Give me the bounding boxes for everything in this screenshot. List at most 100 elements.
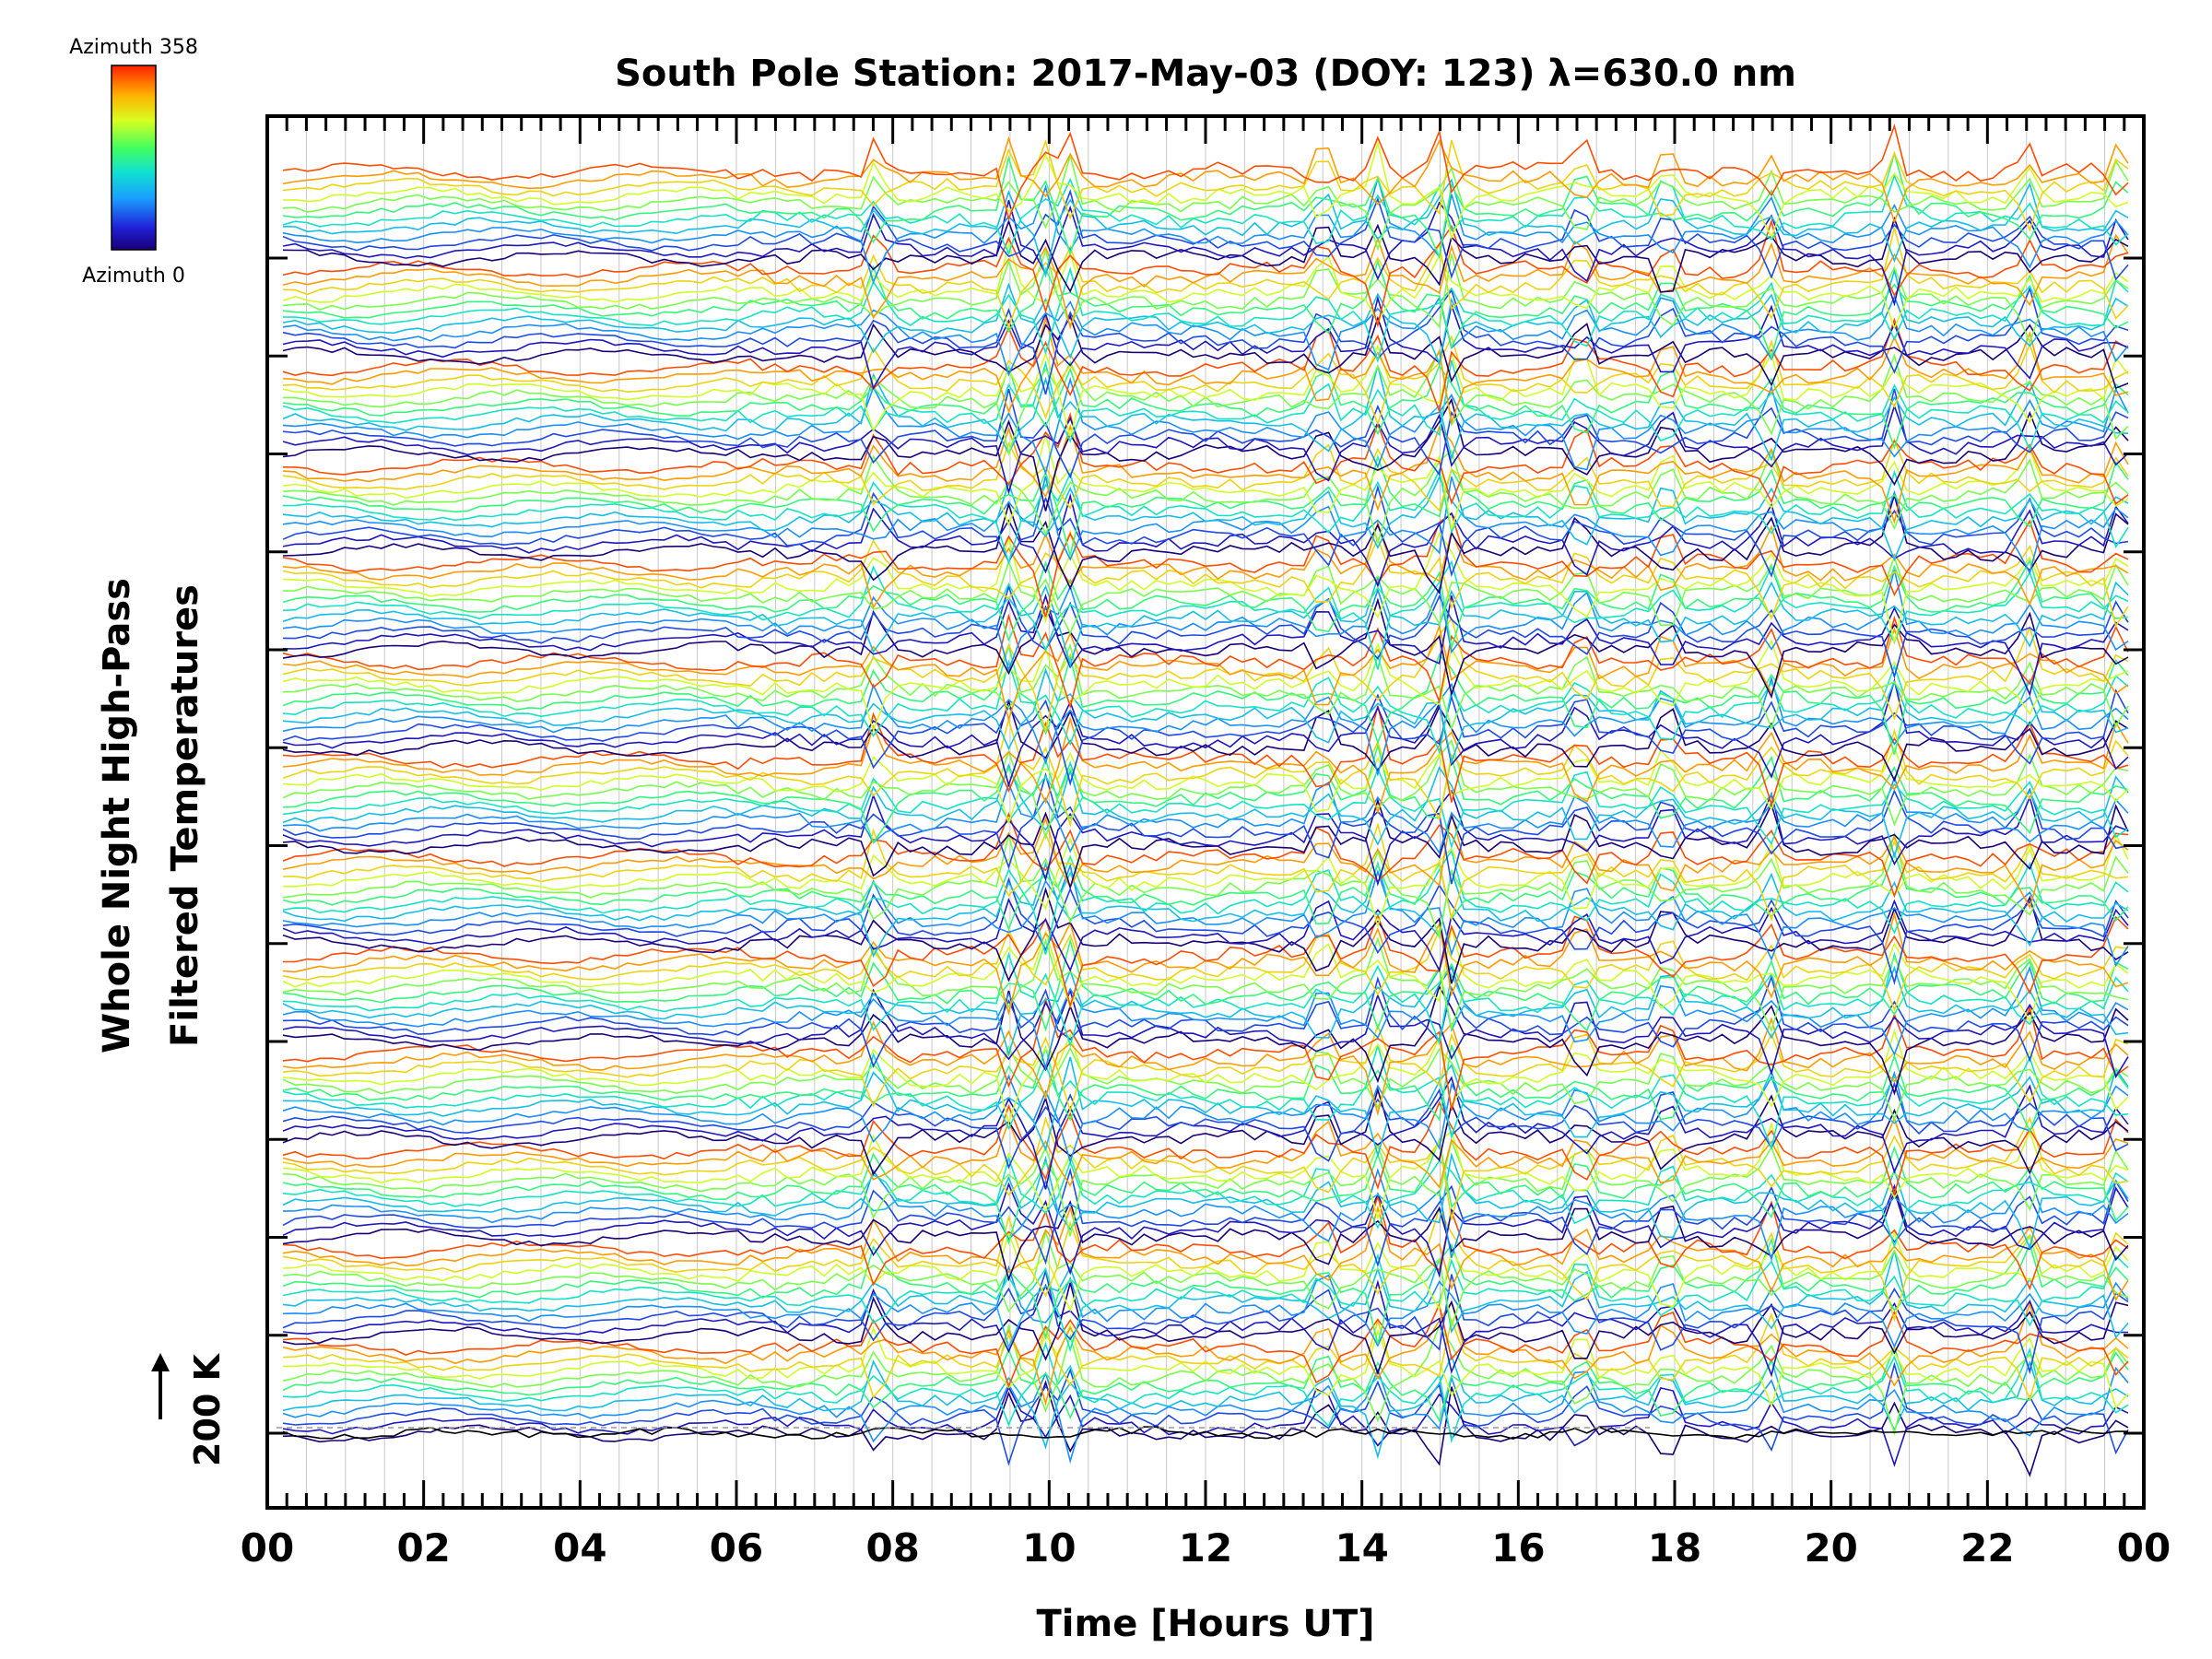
series-line <box>282 927 2129 1023</box>
series-line <box>282 642 2129 755</box>
series-line <box>282 376 2129 476</box>
series-line <box>282 476 2129 562</box>
series-line <box>282 1300 2129 1406</box>
series-line <box>282 667 2129 765</box>
series-line <box>282 887 2129 984</box>
series-line <box>282 1136 2129 1245</box>
series-line <box>282 1138 2129 1237</box>
series-line <box>282 1087 2129 1176</box>
series-line <box>282 233 2129 330</box>
series-line <box>282 216 2129 293</box>
series-line <box>282 849 2129 955</box>
colorbar: Azimuth 358 Azimuth 0 <box>69 36 198 288</box>
series-line <box>282 259 2129 360</box>
series-line <box>282 1268 2129 1375</box>
series-line <box>282 716 2129 815</box>
series-line <box>282 1279 2129 1378</box>
series-line <box>282 996 2129 1111</box>
series-line <box>282 1017 2129 1117</box>
series-line <box>282 863 2129 968</box>
series-line <box>282 927 2129 1012</box>
series-line <box>282 851 2129 931</box>
series-line <box>282 639 2129 733</box>
series-line <box>282 1100 2129 1197</box>
plot-area: 00 02 04 06 08 10 12 14 16 18 20 22 00 <box>241 114 2171 1571</box>
series-line <box>282 594 2129 697</box>
series-line <box>282 1116 2129 1220</box>
series-line <box>282 559 2129 648</box>
x-axis-label: Time [Hours UT] <box>1037 1603 1375 1645</box>
series-line <box>282 832 2129 929</box>
series-line <box>282 1023 2129 1113</box>
series-line <box>282 267 2129 366</box>
series-line <box>282 742 2129 845</box>
series-line <box>282 988 2129 1079</box>
traces <box>282 123 2129 1477</box>
series-line <box>282 1206 2129 1323</box>
series-line <box>282 789 2129 887</box>
series-line <box>282 135 2129 225</box>
series-line <box>282 388 2129 479</box>
series-line <box>282 984 2129 1096</box>
series-line <box>282 877 2129 986</box>
series-line <box>282 965 2129 1057</box>
series-line <box>282 570 2129 673</box>
series-line <box>282 449 2129 546</box>
series-line <box>282 453 2129 556</box>
colorbar-gradient <box>111 65 157 251</box>
series-line <box>282 1265 2129 1348</box>
series-line <box>282 1323 2129 1437</box>
x-ticks: 00 02 04 06 08 10 12 14 16 18 20 22 00 <box>241 116 2171 1571</box>
series-line <box>282 1070 2129 1164</box>
scale-indicator: 200 K <box>151 1352 228 1466</box>
x-tick-label: 00 <box>241 1525 294 1571</box>
series-line <box>282 760 2129 850</box>
series-line <box>282 1205 2129 1301</box>
series-line <box>282 613 2129 710</box>
series-line <box>282 898 2129 973</box>
series-line <box>282 189 2129 281</box>
series-line <box>282 315 2129 426</box>
x-tick-label: 18 <box>1648 1525 1701 1571</box>
series-line-reference <box>282 1426 2128 1440</box>
series-line <box>282 437 2129 512</box>
y-axis-label-line1: Whole Night High-Pass <box>96 578 138 1053</box>
series-line <box>282 200 2129 307</box>
series-line <box>282 1354 2129 1460</box>
series-line <box>282 583 2129 679</box>
series-line <box>282 688 2129 787</box>
series-line <box>282 1076 2129 1190</box>
series-line <box>282 1194 2129 1291</box>
series-line <box>282 248 2129 345</box>
series-line <box>282 771 2129 885</box>
series-line <box>282 717 2129 829</box>
series-line <box>282 698 2129 782</box>
series-line <box>282 492 2129 594</box>
series-line <box>282 227 2129 330</box>
series-line <box>282 412 2129 505</box>
series-line <box>282 1341 2129 1444</box>
y-ticks <box>267 256 2144 1435</box>
series-line <box>282 397 2129 512</box>
series-line <box>282 1250 2129 1349</box>
x-tick-label: 16 <box>1491 1525 1545 1571</box>
x-tick-label: 10 <box>1022 1525 1076 1571</box>
x-tick-label: 06 <box>710 1525 763 1571</box>
series-line <box>282 965 2129 1072</box>
chart-title: South Pole Station: 2017-May-03 (DOY: 12… <box>615 53 1796 95</box>
series-line <box>282 484 2129 578</box>
series-line <box>282 467 2129 566</box>
x-tick-label: 04 <box>553 1525 606 1571</box>
series-line <box>282 775 2129 854</box>
series-line <box>282 529 2129 629</box>
series-line <box>282 173 2129 256</box>
series-line <box>282 317 2129 414</box>
scale-arrowhead-icon <box>151 1353 170 1371</box>
series-line <box>282 359 2129 452</box>
y-axis-label-line2: Filtered Temperatures <box>164 584 206 1047</box>
series-line <box>282 344 2129 440</box>
series-line <box>282 738 2129 841</box>
series-line <box>282 1167 2129 1268</box>
series-line <box>282 1323 2129 1410</box>
